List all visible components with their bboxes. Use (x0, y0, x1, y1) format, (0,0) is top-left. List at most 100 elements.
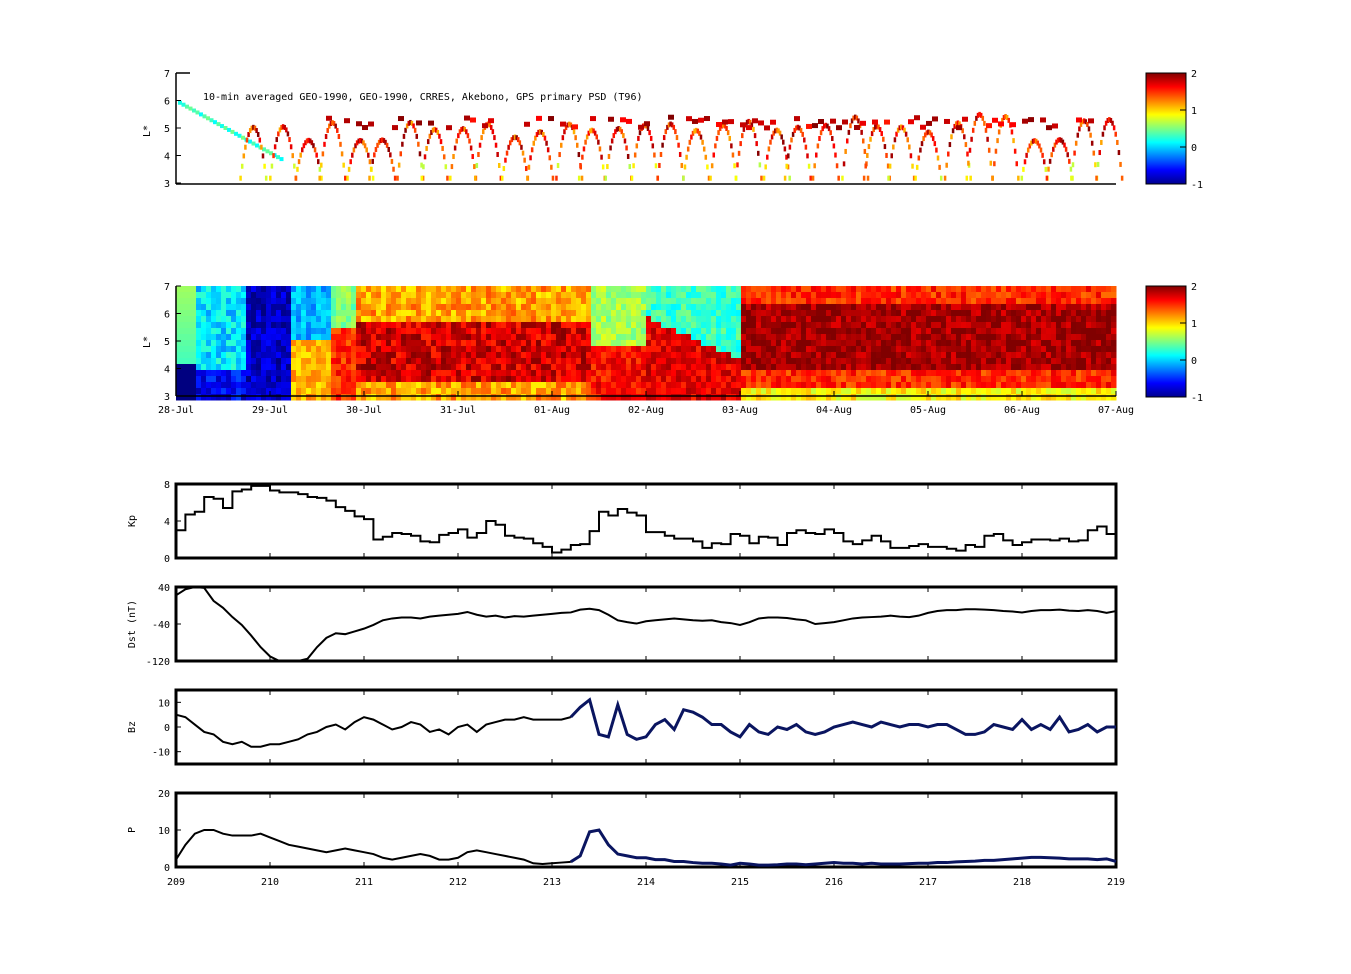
heatmap-cell (1066, 364, 1072, 371)
track-cell (346, 175, 349, 181)
heatmap-cell (1071, 388, 1077, 395)
heatmap-cell (306, 316, 312, 323)
heatmap-cell (1076, 316, 1082, 323)
heatmap-cell (886, 322, 892, 329)
heatmap-cell (756, 382, 762, 389)
heatmap-cell (351, 298, 357, 305)
heatmap-cell (1081, 340, 1087, 347)
heatmap-cell (901, 340, 907, 347)
heatmap-cell (796, 388, 802, 395)
heatmap-cell (636, 340, 642, 347)
track-cell (815, 152, 818, 158)
panel2-ylabel: L* (142, 336, 153, 348)
heatmap-cell (691, 370, 697, 377)
heatmap-cell (591, 352, 597, 359)
heatmap-cell (556, 292, 562, 299)
heatmap-cell (1076, 376, 1082, 383)
heatmap-cell (816, 334, 822, 341)
heatmap-cell (271, 346, 277, 353)
heatmap-cell (301, 304, 307, 311)
heatmap-cell (1026, 340, 1032, 347)
heatmap-cell (1021, 334, 1027, 341)
heatmap-cell (556, 298, 562, 305)
heatmap-cell (481, 376, 487, 383)
heatmap-cell (916, 340, 922, 347)
heatmap-cell (1001, 340, 1007, 347)
heatmap-cell (716, 328, 722, 335)
heatmap-cell (846, 346, 852, 353)
heatmap-cell (636, 382, 642, 389)
heatmap-cell (1101, 322, 1107, 329)
heatmap-cell (576, 394, 582, 401)
heatmap-cell (591, 316, 597, 323)
heatmap-cell (481, 304, 487, 311)
heatmap-cell (716, 358, 722, 365)
heatmap-cell (781, 340, 787, 347)
heatmap-cell (1066, 328, 1072, 335)
heatmap-cell (651, 346, 657, 353)
heatmap-cell (771, 394, 777, 401)
heatmap-cell (816, 316, 822, 323)
heatmap-cell (411, 364, 417, 371)
heatmap-cell (991, 364, 997, 371)
heatmap-cell (471, 316, 477, 323)
track-cell (423, 154, 427, 160)
heatmap-cell (876, 382, 882, 389)
heatmap-cell (206, 352, 212, 359)
heatmap-cell (351, 370, 357, 377)
heatmap-cell (371, 394, 377, 401)
track-cell (481, 129, 485, 135)
heatmap-cell (431, 298, 437, 305)
heatmap-cell (1071, 340, 1077, 347)
track-cell (964, 142, 968, 148)
heatmap-cell (606, 346, 612, 353)
track-cell (213, 120, 217, 125)
heatmap-cell (516, 388, 522, 395)
heatmap-cell (501, 310, 507, 317)
heatmap-cell (191, 364, 197, 371)
heatmap-cell (326, 370, 332, 377)
heatmap-cell (571, 340, 577, 347)
heatmap-cell (786, 364, 792, 371)
heatmap-cell (326, 322, 332, 329)
heatmap-cell (271, 286, 277, 293)
heatmap-cell (691, 322, 697, 329)
heatmap-cell (1111, 382, 1117, 389)
heatmap-cell (746, 322, 752, 329)
heatmap-cell (391, 334, 397, 341)
heatmap-cell (941, 382, 947, 389)
heatmap-cell (181, 358, 187, 365)
heatmap-cell (671, 370, 677, 377)
heatmap-cell (246, 328, 252, 335)
heatmap-cell (1046, 394, 1052, 401)
heatmap-cell (186, 364, 192, 371)
heatmap-cell (521, 298, 527, 305)
heatmap-cell (1006, 376, 1012, 383)
heatmap-cell (176, 316, 182, 323)
heatmap-cell (436, 376, 442, 383)
heatmap-cell (386, 328, 392, 335)
heatmap-cell (496, 370, 502, 377)
heatmap-cell (411, 286, 417, 293)
heatmap-cell (791, 286, 797, 293)
track-cell (475, 162, 479, 168)
heatmap-cell (426, 292, 432, 299)
heatmap-cell (861, 292, 867, 299)
heatmap-cell (456, 340, 462, 347)
track-cell (593, 130, 597, 136)
heatmap-cell (416, 376, 422, 383)
heatmap-cell (1021, 340, 1027, 347)
heatmap-cell (941, 376, 947, 383)
heatmap-cell (596, 340, 602, 347)
heatmap-cell (541, 370, 547, 377)
heatmap-cell (446, 352, 452, 359)
heatmap-cell (761, 364, 767, 371)
heatmap-cell (246, 298, 252, 305)
heatmap-cell (821, 382, 827, 389)
heatmap-cell (436, 310, 442, 317)
heatmap-cell (701, 292, 707, 299)
track-cell (925, 130, 929, 136)
heatmap-cell (601, 328, 607, 335)
heatmap-cell (326, 292, 332, 299)
heatmap-cell (696, 358, 702, 365)
